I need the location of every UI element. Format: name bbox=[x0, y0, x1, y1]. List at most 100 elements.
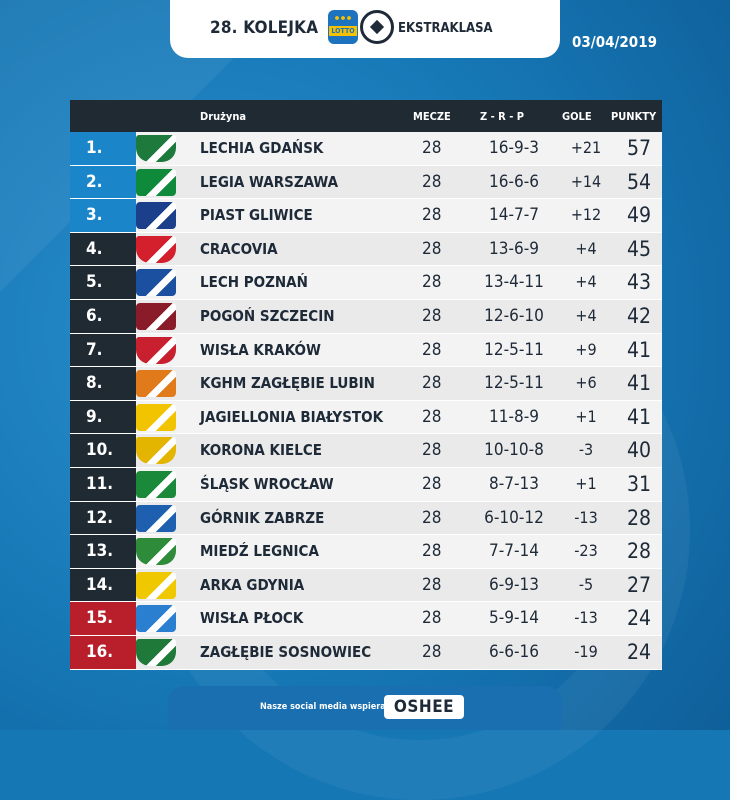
wins-draws-losses: 13-6-9 bbox=[489, 238, 539, 259]
points: 42 bbox=[626, 303, 652, 328]
goal-difference: +4 bbox=[575, 272, 597, 292]
team-name: ZAGŁĘBIE SOSNOWIEC bbox=[200, 642, 372, 661]
table-row: 1. LECHIA GDAŃSK 28 16-9-3 +21 57 bbox=[70, 132, 662, 166]
position-badge: 15. bbox=[70, 602, 136, 635]
team-crest-icon bbox=[136, 605, 176, 633]
table-row: 11. ŚLĄSK WROCŁAW 28 8-7-13 +1 31 bbox=[70, 467, 662, 502]
wins-draws-losses: 6-9-13 bbox=[489, 574, 539, 595]
position-badge: 2. bbox=[70, 165, 136, 199]
column-header-zrp: Z - R - P bbox=[480, 110, 525, 123]
team-name: ŚLĄSK WROCŁAW bbox=[200, 474, 334, 493]
wins-draws-losses: 14-7-7 bbox=[489, 205, 539, 226]
position-badge: 7. bbox=[70, 333, 136, 367]
points: 57 bbox=[626, 136, 652, 160]
matches-played: 28 bbox=[422, 608, 442, 629]
team-name: KGHM ZAGŁĘBIE LUBIN bbox=[200, 374, 375, 393]
goal-difference: +1 bbox=[575, 473, 597, 493]
team-crest-icon bbox=[136, 370, 176, 398]
goal-difference: -23 bbox=[574, 541, 598, 561]
wins-draws-losses: 12-6-10 bbox=[484, 305, 544, 326]
table-row: 16. ZAGŁĘBIE SOSNOWIEC 28 6-6-16 -19 24 bbox=[70, 635, 662, 670]
team-crest-icon bbox=[136, 437, 176, 465]
wins-draws-losses: 7-7-14 bbox=[489, 541, 539, 562]
wins-draws-losses: 12-5-11 bbox=[484, 339, 544, 360]
team-crest-icon bbox=[136, 538, 176, 566]
table-row: 8. KGHM ZAGŁĘBIE LUBIN 28 12-5-11 +6 41 bbox=[70, 367, 662, 401]
team-name: POGOŃ SZCZECIN bbox=[200, 306, 335, 325]
team-name: LECH POZNAŃ bbox=[200, 273, 308, 292]
goal-difference: -13 bbox=[574, 608, 598, 628]
matches-played: 28 bbox=[422, 272, 442, 293]
points: 24 bbox=[626, 639, 652, 664]
position-badge: 1. bbox=[70, 132, 136, 165]
table-row: 14. ARKA GDYNIA 28 6-9-13 -5 27 bbox=[70, 568, 662, 603]
table-row: 15. WISŁA PŁOCK 28 5-9-14 -13 24 bbox=[70, 602, 662, 636]
position-badge: 5. bbox=[70, 266, 136, 299]
points: 27 bbox=[626, 572, 652, 597]
position-badge: 4. bbox=[70, 232, 136, 266]
header-bar: 28. KOLEJKA LOTTO EKSTRAKLASA bbox=[170, 0, 560, 58]
position-badge: 3. bbox=[70, 199, 136, 232]
table-row: 5. LECH POZNAŃ 28 13-4-11 +4 43 bbox=[70, 266, 662, 300]
goal-difference: +4 bbox=[575, 238, 597, 258]
table-header: Drużyna MECZE Z - R - P GOLE PUNKTY bbox=[70, 100, 662, 132]
matches-played: 28 bbox=[422, 406, 442, 427]
points: 41 bbox=[626, 337, 652, 362]
wins-draws-losses: 12-5-11 bbox=[484, 373, 544, 394]
team-name: LEGIA WARSZAWA bbox=[200, 172, 339, 191]
table-row: 7. WISŁA KRAKÓW 28 12-5-11 +9 41 bbox=[70, 333, 662, 368]
wins-draws-losses: 16-9-3 bbox=[489, 138, 539, 158]
position-badge: 11. bbox=[70, 467, 136, 501]
matches-played: 28 bbox=[422, 541, 442, 562]
team-name: MIEDŹ LEGNICA bbox=[200, 542, 319, 561]
wins-draws-losses: 16-6-6 bbox=[489, 171, 539, 192]
team-name: GÓRNIK ZABRZE bbox=[200, 508, 325, 527]
team-name: KORONA KIELCE bbox=[200, 441, 322, 460]
points: 40 bbox=[626, 438, 652, 463]
matches-played: 28 bbox=[422, 473, 442, 494]
oshee-logo: OSHEE bbox=[384, 695, 464, 719]
team-name: PIAST GLIWICE bbox=[200, 206, 313, 225]
matches-played: 28 bbox=[422, 440, 442, 461]
matches-played: 28 bbox=[422, 339, 442, 360]
footer-bar: Nasze social media wspiera marka OSHEE bbox=[168, 686, 562, 730]
match-date: 03/04/2019 bbox=[572, 33, 657, 51]
table-row: 2. LEGIA WARSZAWA 28 16-6-6 +14 54 bbox=[70, 165, 662, 200]
matches-played: 28 bbox=[422, 373, 442, 394]
position-badge: 13. bbox=[70, 535, 136, 568]
position-badge: 9. bbox=[70, 400, 136, 434]
points: 28 bbox=[626, 539, 652, 564]
table-row: 3. PIAST GLIWICE 28 14-7-7 +12 49 bbox=[70, 199, 662, 233]
matches-played: 28 bbox=[422, 305, 442, 326]
points: 28 bbox=[626, 505, 652, 530]
team-crest-icon bbox=[136, 470, 176, 498]
goal-difference: -13 bbox=[574, 507, 598, 527]
team-name: ARKA GDYNIA bbox=[200, 575, 305, 594]
lotto-dots-icon bbox=[334, 14, 352, 22]
team-crest-icon bbox=[136, 202, 176, 230]
team-name: JAGIELLONIA BIAŁYSTOK bbox=[200, 407, 384, 426]
lotto-logo-text: LOTTO bbox=[329, 26, 357, 36]
goal-difference: +21 bbox=[570, 138, 602, 157]
goal-difference: -5 bbox=[578, 574, 594, 594]
points: 49 bbox=[626, 203, 652, 228]
position-badge: 14. bbox=[70, 568, 136, 602]
wins-draws-losses: 10-10-8 bbox=[484, 440, 544, 461]
wins-draws-losses: 11-8-9 bbox=[489, 406, 539, 427]
table-row: 6. POGOŃ SZCZECIN 28 12-6-10 +4 42 bbox=[70, 299, 662, 334]
team-crest-icon bbox=[136, 302, 176, 330]
team-crest-icon bbox=[136, 336, 176, 364]
table-row: 10. KORONA KIELCE 28 10-10-8 -3 40 bbox=[70, 434, 662, 468]
matches-played: 28 bbox=[422, 205, 442, 226]
matches-played: 28 bbox=[422, 507, 442, 528]
team-crest-icon bbox=[136, 403, 176, 431]
team-crest-icon bbox=[136, 168, 176, 196]
column-header-gole: GOLE bbox=[562, 110, 592, 123]
goal-difference: +1 bbox=[575, 406, 597, 426]
table-row: 13. MIEDŹ LEGNICA 28 7-7-14 -23 28 bbox=[70, 535, 662, 569]
team-name: WISŁA PŁOCK bbox=[200, 609, 304, 628]
goal-difference: +14 bbox=[570, 171, 602, 191]
wins-draws-losses: 13-4-11 bbox=[484, 272, 544, 293]
goal-difference: +12 bbox=[570, 205, 602, 225]
matches-played: 28 bbox=[422, 171, 442, 192]
